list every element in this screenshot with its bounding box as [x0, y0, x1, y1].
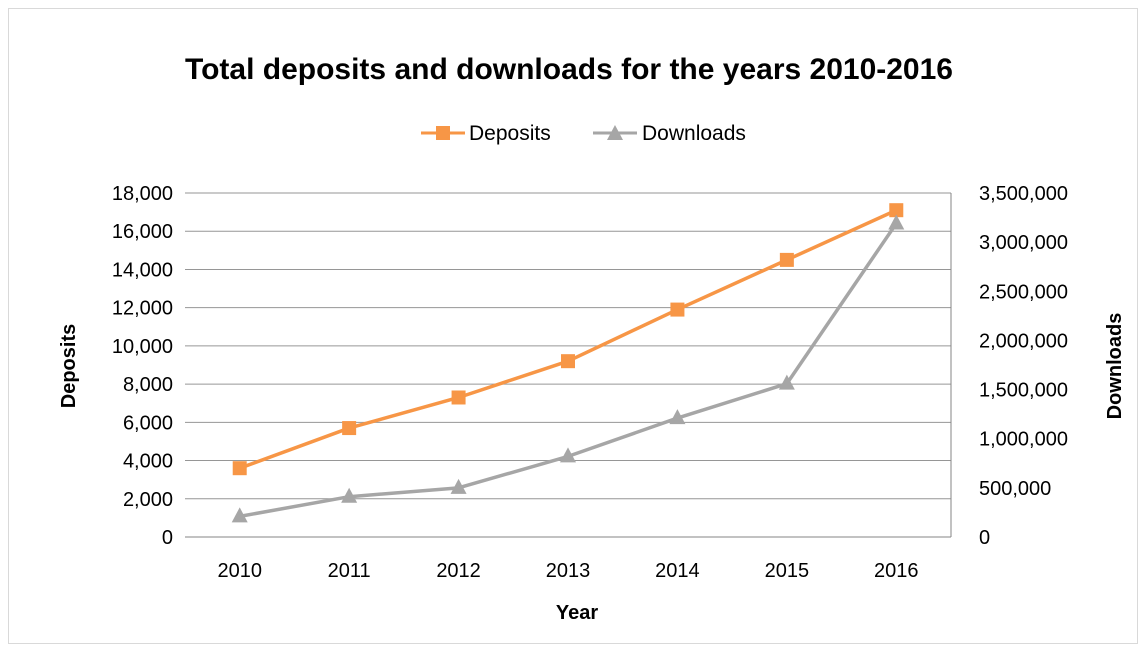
right-tick-label: 1,500,000: [979, 380, 1068, 402]
left-tick-label: 4,000: [123, 451, 173, 473]
data-point-deposits: [561, 354, 575, 369]
left-tick-label: 0: [162, 527, 173, 549]
series-line-downloads: [239, 222, 898, 519]
x-tick-label: 2010: [217, 560, 262, 582]
series-layer: [231, 203, 905, 523]
data-point-downloads: [450, 478, 467, 494]
left-tick-label: 6,000: [123, 412, 173, 434]
right-tick-label: 500,000: [979, 478, 1051, 500]
right-tick-label: 2,000,000: [979, 330, 1068, 352]
left-tick-label: 16,000: [112, 221, 173, 243]
legend-marker-deposits: [436, 126, 450, 140]
left-tick-label: 14,000: [112, 259, 173, 281]
data-point-downloads: [669, 409, 686, 425]
data-point-deposits: [232, 461, 247, 476]
legend-label-deposits: Deposits: [469, 122, 551, 145]
chart-frame: Total deposits and downloads for the yea…: [8, 8, 1138, 644]
x-tick-label: 2013: [546, 560, 591, 582]
data-point-deposits: [451, 390, 466, 405]
data-point-downloads: [778, 374, 795, 390]
x-axis-title: Year: [556, 602, 598, 624]
x-axis-ticks: 2010 2011 2012 2013 2014 2015 2016: [217, 560, 918, 582]
chart-title: Total deposits and downloads for the yea…: [185, 53, 953, 86]
legend-label-downloads: Downloads: [642, 122, 746, 145]
axis-lines: [185, 193, 952, 538]
right-axis-ticks: 0 500,000 1,000,000 1,500,000 2,000,000 2,500…: [979, 183, 1068, 549]
left-tick-label: 18,000: [112, 183, 173, 205]
x-tick-label: 2012: [436, 560, 481, 582]
right-tick-label: 2,500,000: [979, 281, 1068, 303]
data-point-downloads: [231, 507, 248, 523]
data-point-downloads: [888, 214, 905, 230]
data-point-deposits: [779, 252, 794, 267]
legend-item-downloads: Downloads: [593, 122, 746, 145]
left-tick-label: 2,000: [123, 489, 173, 511]
right-tick-label: 1,000,000: [979, 429, 1068, 451]
legend: Deposits Downloads: [421, 122, 746, 145]
right-tick-label: 0: [979, 527, 990, 549]
left-tick-label: 8,000: [123, 374, 173, 396]
x-tick-label: 2011: [328, 560, 371, 582]
data-point-deposits: [670, 302, 685, 317]
left-tick-label: 12,000: [112, 298, 173, 320]
right-axis-title: Downloads: [1104, 313, 1126, 420]
legend-item-deposits: Deposits: [421, 122, 551, 145]
data-point-downloads: [341, 487, 358, 503]
data-point-downloads: [560, 447, 576, 463]
left-axis-ticks: 0 2,000 4,000 6,000 8,000 10,000 12,000 14,000 1…: [112, 183, 173, 549]
left-tick-label: 10,000: [112, 336, 173, 358]
data-point-deposits: [889, 203, 904, 218]
line-chart: Total deposits and downloads for the yea…: [58, 53, 1126, 624]
data-point-deposits: [342, 421, 357, 436]
x-tick-label: 2015: [765, 560, 810, 582]
right-tick-label: 3,000,000: [979, 232, 1068, 254]
legend-marker-downloads: [607, 125, 623, 140]
x-tick-label: 2016: [874, 560, 919, 582]
right-tick-label: 3,500,000: [979, 183, 1068, 205]
x-tick-label: 2014: [655, 560, 700, 582]
left-axis-title: Deposits: [58, 324, 80, 408]
series-line-deposits: [239, 208, 898, 470]
